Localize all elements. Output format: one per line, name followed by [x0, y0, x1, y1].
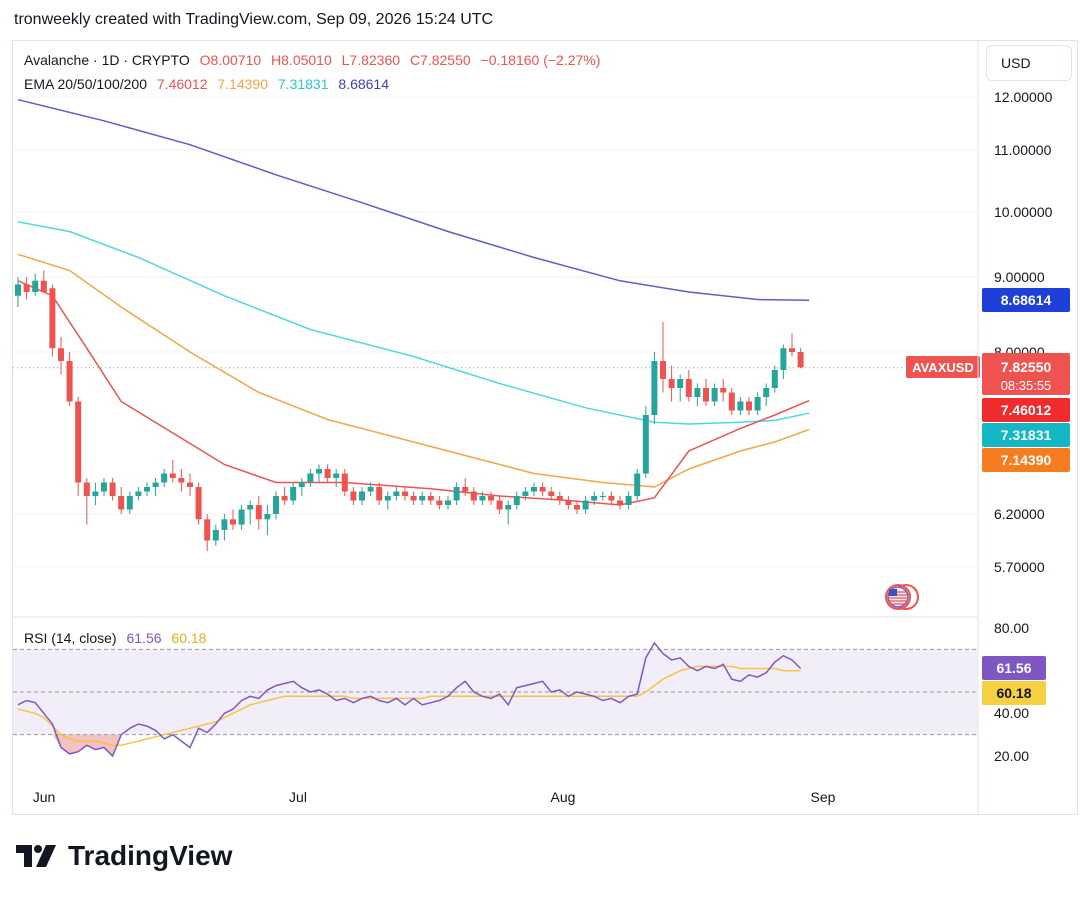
ohlc-low: L7.82360 [341, 52, 401, 68]
ohlc-open: O8.00710 [199, 52, 262, 68]
ema200-value: 8.68614 [338, 76, 389, 92]
ema50-value: 7.14390 [217, 76, 268, 92]
chart-header: tronweekly created with TradingView.com,… [14, 11, 494, 28]
rsi-ma-value: 60.18 [171, 630, 207, 646]
ema-label[interactable]: EMA 20/50/100/200 [24, 76, 147, 92]
ohlc-change: −0.18160 (−2.27%) [480, 52, 601, 68]
symbol-name[interactable]: Avalanche · 1D · CRYPTO [24, 52, 190, 68]
ema20-value: 7.46012 [156, 76, 208, 92]
brand-name: TradingView [68, 840, 233, 871]
ema-legend: EMA 20/50/100/200 7.46012 7.14390 7.3183… [24, 76, 395, 92]
rsi-label[interactable]: RSI (14, close) [24, 630, 117, 646]
symbol-legend: Avalanche · 1D · CRYPTO O8.00710 H8.0501… [24, 52, 606, 68]
ohlc-close: C7.82550 [409, 52, 471, 68]
ema100-value: 7.31831 [277, 76, 329, 92]
currency-button[interactable]: USD [986, 45, 1072, 81]
tradingview-logo-icon [16, 845, 56, 867]
rsi-legend: RSI (14, close) 61.56 60.18 [24, 630, 212, 646]
chart-frame [12, 40, 1078, 815]
ohlc-high: H8.05010 [271, 52, 332, 68]
tradingview-logo: TradingView [16, 840, 232, 872]
rsi-value: 61.56 [126, 630, 162, 646]
